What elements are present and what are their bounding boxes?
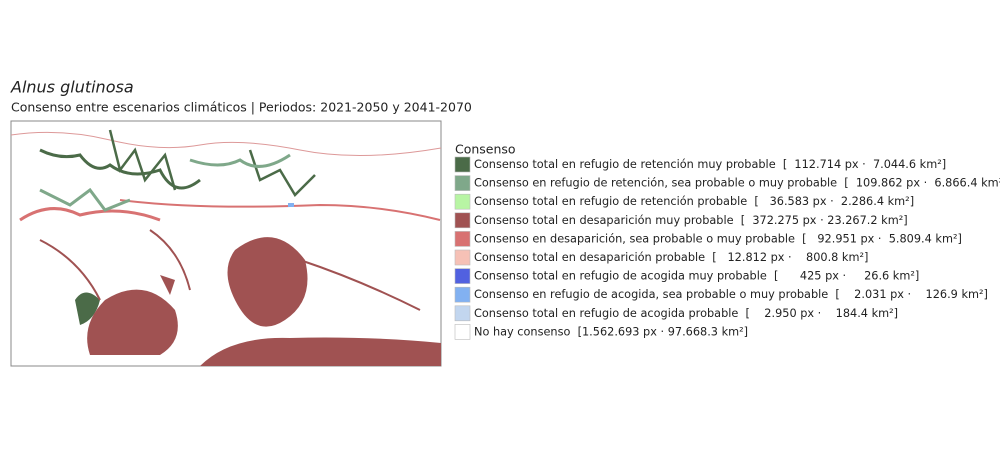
legend-label: Consenso en refugio de acogida, sea prob… xyxy=(474,288,988,301)
legend-swatch xyxy=(454,268,471,284)
legend-swatch xyxy=(454,193,471,210)
legend-label: Consenso total en refugio de acogida pro… xyxy=(474,307,898,320)
legend-swatch xyxy=(454,175,471,191)
legend-swatch xyxy=(454,231,471,247)
map xyxy=(10,120,442,367)
legend-label: Consenso en desaparición, sea probable o… xyxy=(474,232,962,245)
subtitle: Consenso entre escenarios climáticos | P… xyxy=(11,100,472,115)
legend-swatch xyxy=(454,212,471,229)
legend-label: Consenso total en refugio de acogida muy… xyxy=(474,270,919,283)
legend-swatch xyxy=(454,324,471,340)
legend-swatch xyxy=(454,249,471,266)
legend-label: No hay consenso [1.562.693 px · 97.668.3… xyxy=(474,325,748,338)
legend-label: Consenso total en refugio de retención p… xyxy=(474,195,914,208)
legend-label: Consenso total en desaparición muy proba… xyxy=(474,214,908,227)
title: Alnus glutinosa xyxy=(10,78,134,97)
legend: Consenso total en refugio de retención m… xyxy=(454,156,1000,340)
legend-label: Consenso total en refugio de retención m… xyxy=(474,158,946,171)
legend-label: Consenso total en desaparición probable … xyxy=(474,251,868,264)
legend-swatch xyxy=(454,286,471,303)
legend-title: Consenso xyxy=(455,142,516,157)
legend-swatch xyxy=(454,156,471,173)
legend-label: Consenso en refugio de retención, sea pr… xyxy=(474,177,1000,190)
legend-swatch xyxy=(454,305,471,322)
